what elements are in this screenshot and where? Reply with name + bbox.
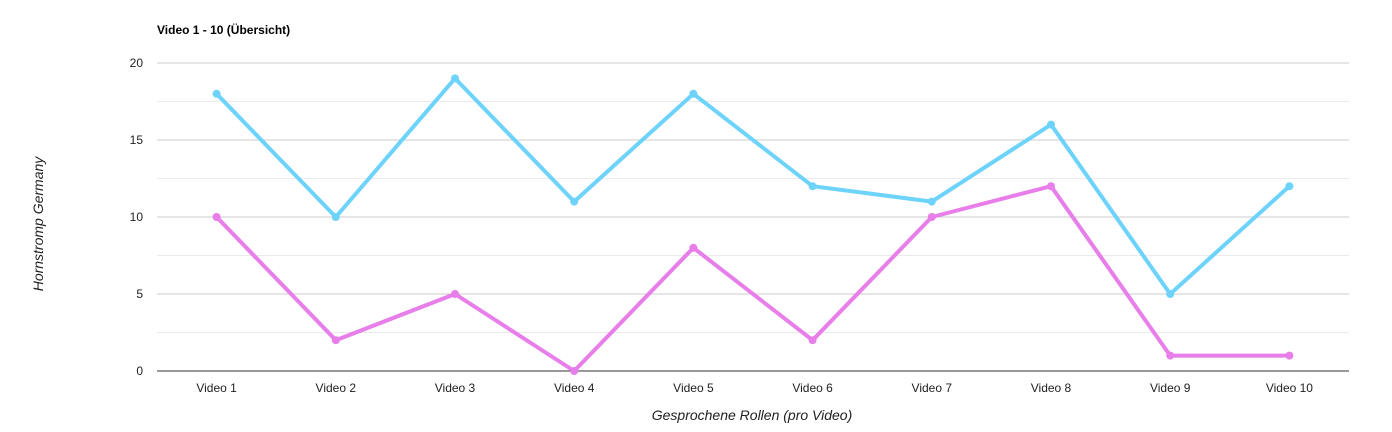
x-tick-label: Video 8 — [1031, 381, 1072, 395]
data-point — [570, 367, 579, 375]
chart-title: Video 1 - 10 (Übersicht) — [157, 22, 290, 37]
y-axis-label: Hornstromp Germany — [30, 156, 46, 292]
data-point — [808, 182, 817, 191]
x-tick-label: Video 5 — [673, 381, 714, 395]
y-tick-label: 0 — [136, 364, 143, 378]
data-point — [331, 336, 340, 345]
data-point — [1166, 290, 1175, 298]
data-point — [1285, 182, 1294, 191]
x-tick-label: Video 4 — [554, 381, 595, 395]
x-tick-label: Video 10 — [1266, 381, 1313, 395]
data-point — [689, 89, 698, 98]
y-tick-label: 10 — [130, 210, 144, 224]
series-line-1 — [215, 76, 1291, 296]
data-point — [808, 336, 817, 345]
x-tick-label: Video 1 — [196, 381, 237, 395]
data-point — [1285, 351, 1294, 360]
x-tick-label: Video 9 — [1150, 381, 1191, 395]
data-point — [451, 74, 459, 83]
x-axis-label: Gesprochene Rollen (pro Video) — [652, 407, 853, 423]
x-tick-label: Video 7 — [912, 381, 953, 395]
data-point — [451, 290, 459, 298]
data-point — [212, 89, 221, 98]
data-point — [927, 213, 936, 221]
data-point — [331, 213, 340, 221]
data-point — [1166, 351, 1175, 360]
series-line-2 — [215, 184, 1290, 373]
x-tick-label: Video 3 — [435, 381, 476, 395]
data-point — [212, 213, 221, 221]
data-point — [689, 243, 698, 252]
data-point — [570, 197, 579, 206]
x-tick-label: Video 2 — [316, 381, 357, 395]
data-point — [1047, 182, 1055, 191]
data-point — [1047, 120, 1055, 129]
y-tick-label: 15 — [130, 133, 144, 147]
y-tick-label: 5 — [136, 287, 143, 301]
y-tick-label: 20 — [130, 56, 144, 70]
x-tick-label: Video 6 — [792, 381, 833, 395]
data-point — [927, 197, 936, 206]
